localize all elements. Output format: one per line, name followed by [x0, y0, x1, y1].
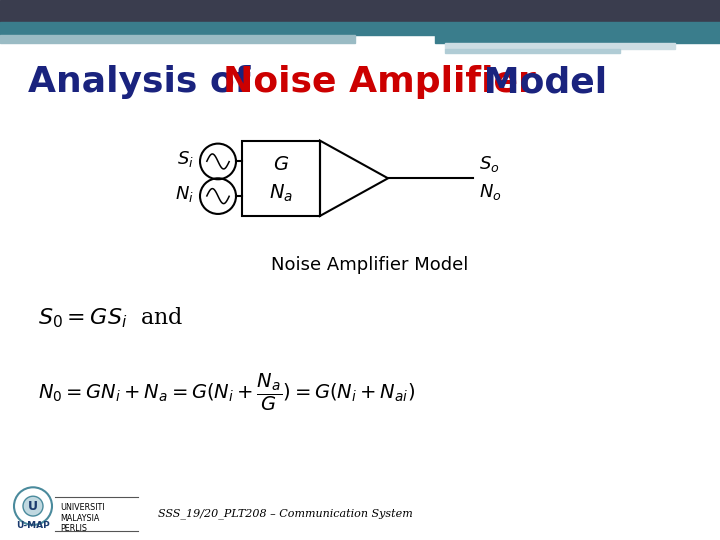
Text: U: U	[28, 500, 38, 512]
Text: $G$: $G$	[273, 157, 289, 174]
Text: $N_0 = GN_i + N_a = G(N_i + \dfrac{N_a}{G}) = G(N_i + N_{ai})$: $N_0 = GN_i + N_a = G(N_i + \dfrac{N_a}{…	[38, 372, 415, 413]
Text: $S_0 = GS_i$  and: $S_0 = GS_i$ and	[38, 305, 184, 329]
Bar	[445, 49, 620, 53]
Text: $S_o$: $S_o$	[479, 154, 500, 174]
Text: $N_i$: $N_i$	[175, 184, 194, 204]
Bar	[435, 35, 720, 43]
Bar	[0, 35, 355, 43]
Text: Analysis of: Analysis of	[28, 65, 263, 99]
Text: $S_i$: $S_i$	[177, 150, 194, 170]
Text: SSS_19/20_PLT208 – Communication System: SSS_19/20_PLT208 – Communication System	[158, 509, 413, 519]
Bar	[0, 0, 720, 22]
Text: Noise Amplifier Model: Noise Amplifier Model	[271, 255, 469, 274]
Text: Model: Model	[471, 65, 607, 99]
Bar	[242, 140, 320, 216]
Bar	[445, 43, 675, 49]
Text: $N_a$: $N_a$	[269, 183, 293, 204]
Text: UNIVERSITI
MALAYSIA
PERLIS: UNIVERSITI MALAYSIA PERLIS	[60, 503, 104, 533]
Text: Noise Amplifier: Noise Amplifier	[223, 65, 536, 99]
Bar	[0, 22, 720, 35]
Text: $N_o$: $N_o$	[479, 182, 502, 202]
Circle shape	[23, 496, 43, 516]
Text: U-MAP: U-MAP	[16, 522, 50, 530]
